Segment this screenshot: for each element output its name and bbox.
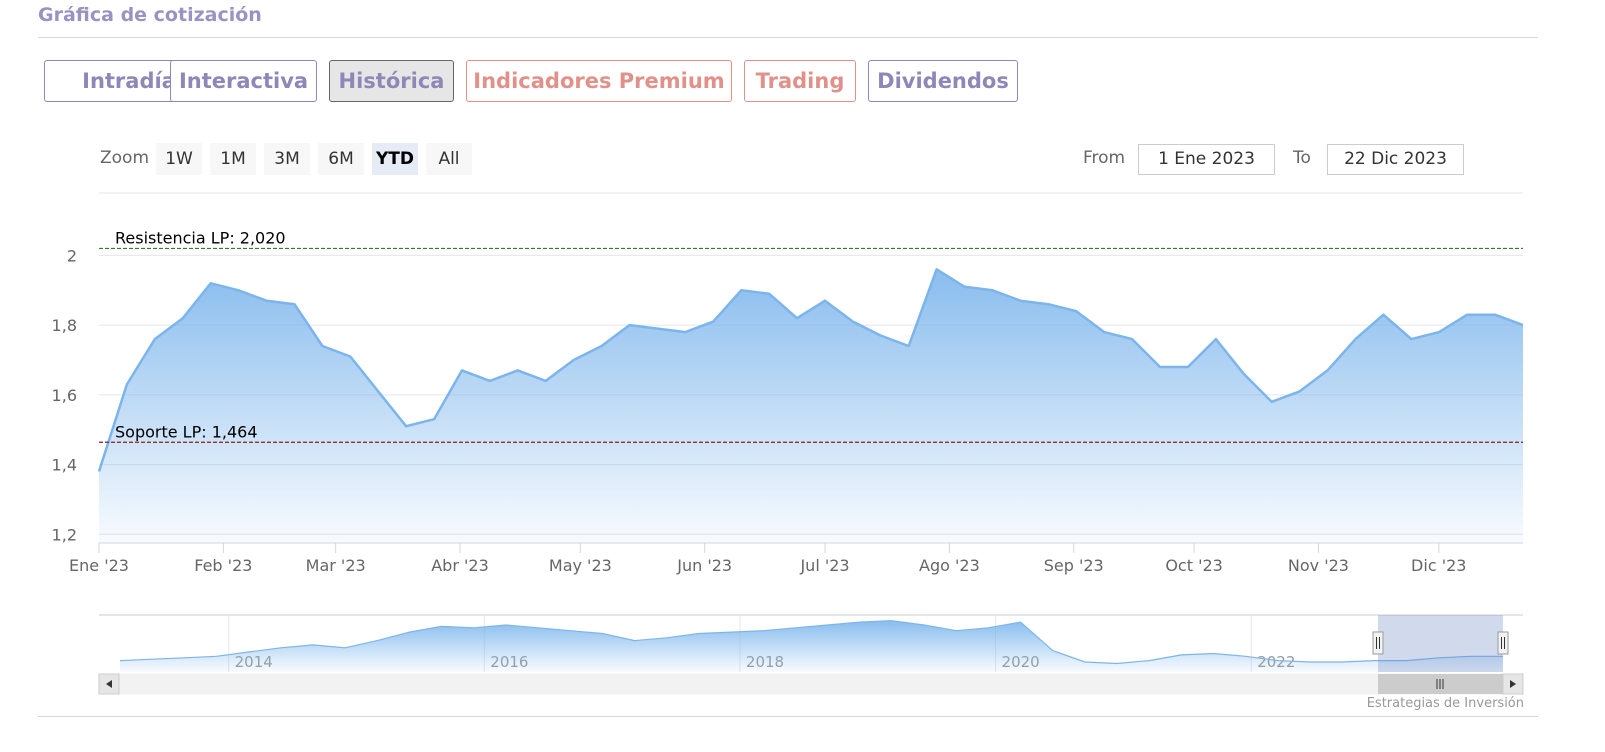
tab[interactable]: Histórica xyxy=(329,60,454,102)
to-label: To xyxy=(1293,148,1311,168)
y-tick-label: 1,4 xyxy=(52,456,77,475)
tab[interactable]: Indicadores Premium xyxy=(466,60,732,102)
tab[interactable]: Trading xyxy=(744,60,856,102)
x-tick-label: Feb '23 xyxy=(194,556,252,575)
price-area xyxy=(99,269,1523,543)
from-label: From xyxy=(1083,148,1126,168)
x-tick-label: Jul '23 xyxy=(799,556,849,575)
y-tick-label: 1,6 xyxy=(52,386,77,405)
y-tick-label: 1,8 xyxy=(52,316,77,335)
x-tick-label: Nov '23 xyxy=(1288,556,1349,575)
y-tick-label: 1,2 xyxy=(52,525,77,544)
x-tick-label: Dic '23 xyxy=(1411,556,1466,575)
credit: Estrategias de Inversión xyxy=(1366,696,1524,711)
level-label: Resistencia LP: 2,020 xyxy=(115,228,286,247)
navigator-handle xyxy=(1497,631,1509,655)
price-line xyxy=(97,268,1524,472)
zoom-button[interactable]: 1M xyxy=(210,143,256,175)
navigator-handle xyxy=(1372,631,1384,655)
from-input[interactable]: 1 Ene 2023 xyxy=(1138,144,1275,175)
y-tick-label: 2 xyxy=(67,246,77,265)
zoom-label: Zoom xyxy=(100,148,150,168)
tab[interactable]: Dividendos xyxy=(868,60,1018,102)
to-input[interactable]: 22 Dic 2023 xyxy=(1327,144,1464,175)
divider xyxy=(38,716,1538,717)
level-label: Soporte LP: 1,464 xyxy=(115,422,258,441)
x-tick-label: Sep '23 xyxy=(1044,556,1104,575)
tab[interactable]: Interactiva xyxy=(170,60,317,102)
zoom-button[interactable]: 1W xyxy=(156,143,202,175)
arrow-right xyxy=(1510,680,1516,688)
x-tick-label: Oct '23 xyxy=(1165,556,1223,575)
navigator-selection xyxy=(1378,615,1503,672)
zoom-button[interactable]: All xyxy=(426,143,472,175)
scrollbar-track xyxy=(98,673,1524,695)
x-tick-label: May '23 xyxy=(549,556,612,575)
navigator-line xyxy=(119,620,1503,665)
x-tick-label: Jun '23 xyxy=(676,556,732,575)
zoom-button[interactable]: 3M xyxy=(264,143,310,175)
page-title: Gráfica de cotización xyxy=(38,4,262,26)
zoom-button[interactable]: YTD xyxy=(372,143,418,175)
divider xyxy=(38,37,1538,38)
zoom-button[interactable]: 6M xyxy=(318,143,364,175)
handle-grip xyxy=(1501,637,1505,649)
x-tick-label: Ago '23 xyxy=(919,556,980,575)
scrollbar-grip xyxy=(1436,679,1444,689)
x-tick-label: Ene '23 xyxy=(69,556,129,575)
handle-grip xyxy=(1376,637,1380,649)
x-tick-label: Abr '23 xyxy=(431,556,489,575)
x-tick-label: Mar '23 xyxy=(306,556,366,575)
arrow-left xyxy=(106,680,112,688)
